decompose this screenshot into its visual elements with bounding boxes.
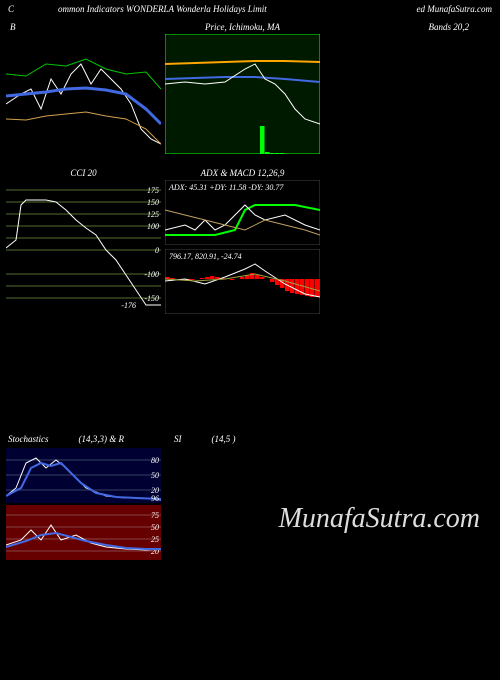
- header-center: ommon Indicators WONDERLA Wonderla Holid…: [28, 4, 372, 14]
- svg-text:80: 80: [151, 456, 159, 465]
- stoch-label: Stochastics: [8, 434, 49, 444]
- chart-bands: Bands 20,2: [324, 20, 479, 154]
- chart-adx-svg: ADX: 45.31 +DY: 11.58 -DY: 30.77: [165, 180, 320, 245]
- watermark: MunafaSutra.com: [279, 503, 480, 535]
- svg-text:175: 175: [147, 186, 159, 195]
- spacer: [0, 322, 500, 432]
- stoch-params: (14,3,3) & R: [79, 434, 125, 444]
- chart-rsi-svg: 75502520: [6, 505, 161, 560]
- svg-text:150: 150: [147, 198, 159, 207]
- svg-text:100: 100: [147, 222, 159, 231]
- svg-text:50: 50: [151, 471, 159, 480]
- chart-bb: B: [6, 20, 161, 154]
- chart-bands-title: Bands 20,2: [324, 20, 479, 34]
- svg-text:0: 0: [155, 246, 159, 255]
- chart-macd-svg: 796.17, 820.91, -24.74: [165, 249, 320, 314]
- chart-adx-title: ADX & MACD 12,26,9: [165, 166, 320, 180]
- row-2: CCI 20 175 150 125 100 0 -100 -150 -176 ADX & M…: [0, 164, 500, 322]
- chart-cci-title: CCI 20: [6, 166, 161, 180]
- rsi-label: SI: [174, 434, 182, 444]
- chart-stoch-svg: 80502096: [6, 448, 161, 503]
- row-1: B Price, Ichimoku, MA Bands 20,2: [0, 18, 500, 156]
- chart-bb-svg: [6, 34, 161, 154]
- chart-cci: CCI 20 175 150 125 100 0 -100 -150 -176: [6, 166, 161, 320]
- chart-cci-svg: 175 150 125 100 0 -100 -150 -176: [6, 180, 161, 320]
- rsi-params: (14,5 ): [212, 434, 236, 444]
- svg-text:-150: -150: [144, 294, 159, 303]
- svg-text:75: 75: [151, 511, 159, 520]
- svg-text:25: 25: [151, 535, 159, 544]
- svg-text:-100: -100: [144, 270, 159, 279]
- row3-labels: Stochastics (14,3,3) & R SI (14,5 ): [0, 432, 500, 446]
- page-header: C ommon Indicators WONDERLA Wonderla Hol…: [0, 0, 500, 18]
- chart-adx-macd: ADX & MACD 12,26,9 ADX: 45.31 +DY: 11.58…: [165, 166, 320, 320]
- header-left: C: [8, 4, 28, 14]
- chart-price: Price, Ichimoku, MA: [165, 20, 320, 154]
- chart-price-svg: [165, 34, 320, 154]
- svg-text:796.17, 820.91, -24.74: 796.17, 820.91, -24.74: [169, 252, 242, 261]
- svg-text:125: 125: [147, 210, 159, 219]
- chart-price-title: Price, Ichimoku, MA: [165, 20, 320, 34]
- svg-text:50: 50: [151, 523, 159, 532]
- header-right: ed MunafaSutra.com: [372, 4, 492, 14]
- chart-bands-svg: [324, 34, 479, 154]
- svg-text:ADX: 45.31 +DY: 11.58 -DY: 30: ADX: 45.31 +DY: 11.58 -DY: 30.77: [168, 183, 284, 192]
- chart-bb-title: B: [6, 20, 161, 34]
- svg-text:96: 96: [151, 494, 159, 503]
- svg-text:-176: -176: [121, 301, 136, 310]
